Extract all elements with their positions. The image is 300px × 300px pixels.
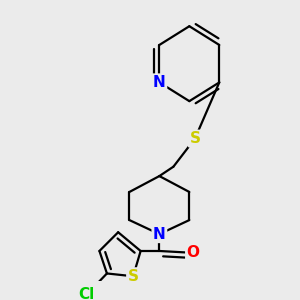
Text: N: N (153, 226, 166, 242)
Text: S: S (128, 269, 139, 284)
Text: Cl: Cl (78, 287, 94, 300)
Text: O: O (187, 245, 200, 260)
Text: S: S (190, 131, 200, 146)
Text: N: N (153, 75, 166, 90)
